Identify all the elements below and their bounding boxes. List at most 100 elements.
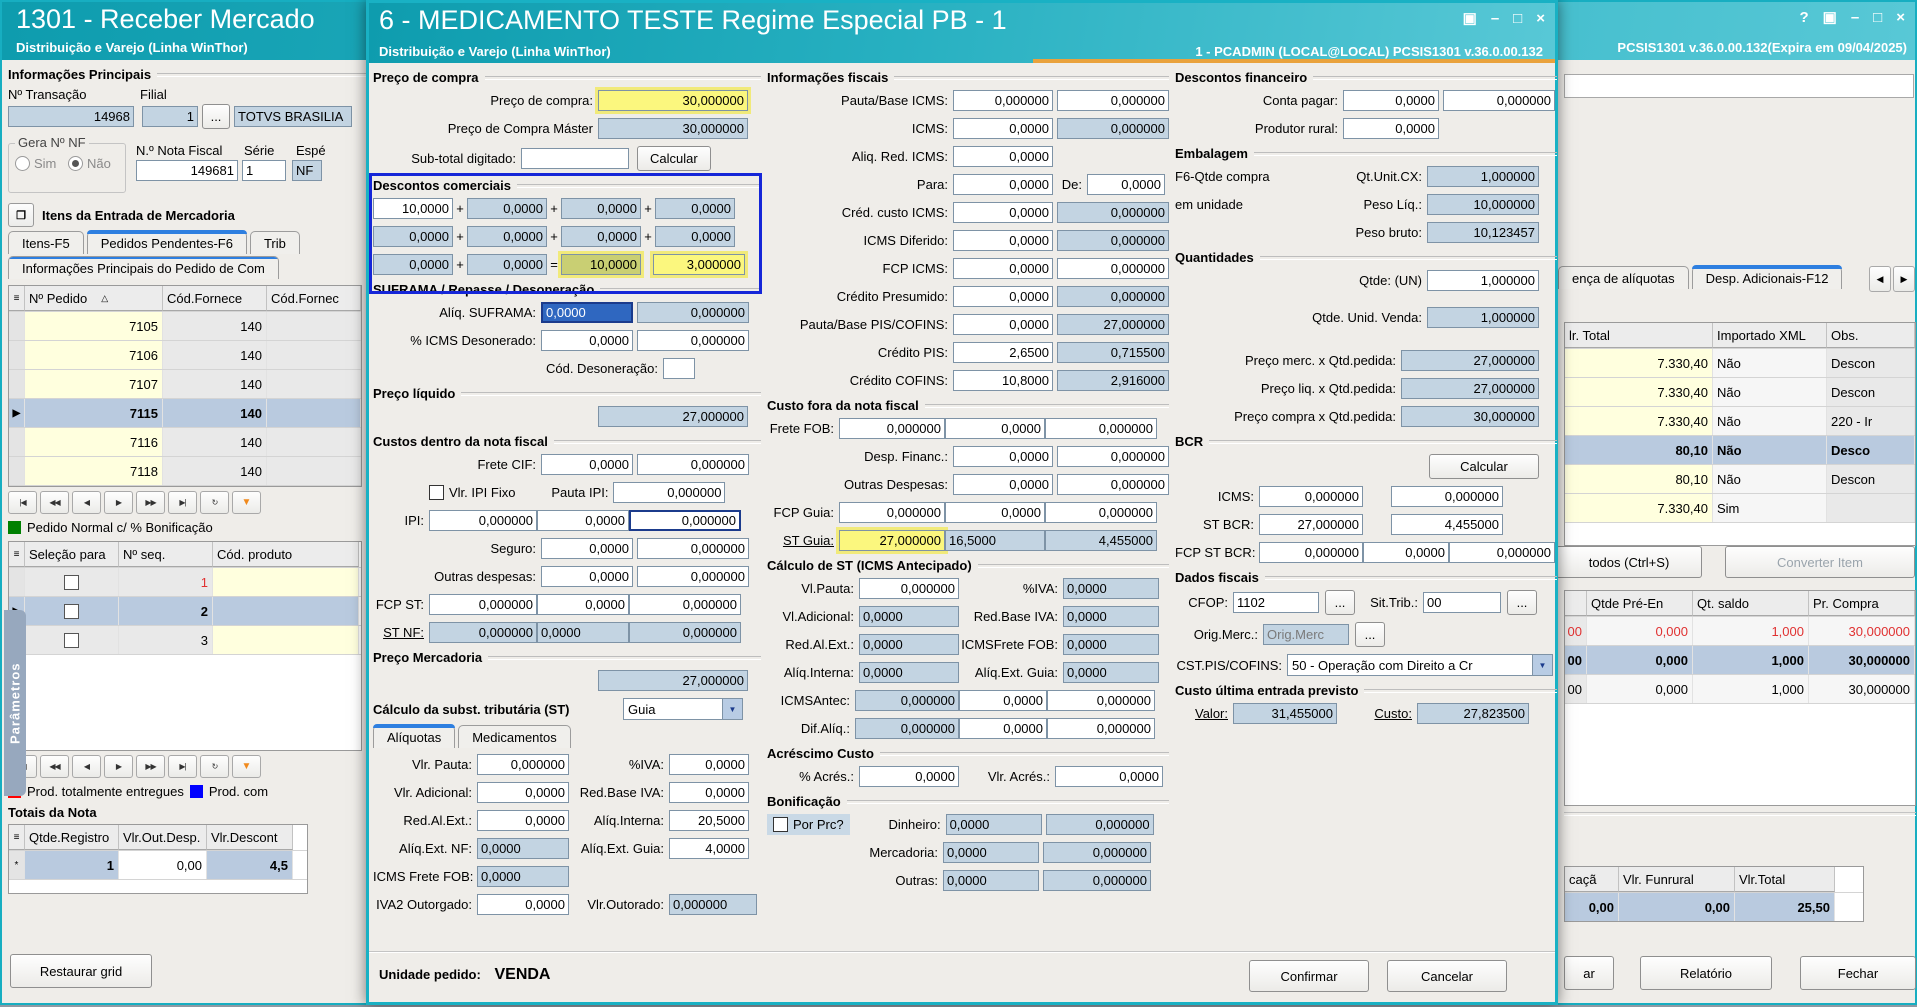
subtab-informacoes-pedido[interactable]: Informações Principais do Pedido de Com: [8, 256, 279, 279]
field[interactable]: 0,000000: [1057, 90, 1169, 111]
field[interactable]: 0,000000: [637, 538, 749, 559]
field[interactable]: 0,0000: [953, 202, 1053, 223]
close-icon[interactable]: ×: [1896, 8, 1905, 26]
tab-tributacao[interactable]: Trib: [249, 231, 300, 254]
field[interactable]: 10,000000: [1427, 194, 1539, 215]
column-header[interactable]: Nº seq.: [119, 542, 213, 567]
field[interactable]: 0,0000: [1063, 578, 1159, 599]
field[interactable]: 16,5000: [945, 530, 1045, 551]
field[interactable]: 27,000000: [1401, 378, 1539, 399]
maximize-icon[interactable]: □: [1873, 8, 1883, 26]
column-header[interactable]: Cód.Fornec: [267, 286, 361, 311]
table-row[interactable]: 7107 140: [9, 370, 361, 399]
next-record-icon[interactable]: ▶: [104, 491, 133, 514]
field[interactable]: 0,0000: [1343, 90, 1439, 111]
st-guia-valor[interactable]: 27,000000: [839, 530, 945, 551]
radio-sim[interactable]: Sim: [15, 156, 56, 171]
field[interactable]: 0,0000: [467, 254, 547, 275]
field[interactable]: 0,0000: [953, 174, 1053, 195]
next-page-icon[interactable]: ▶▶: [136, 491, 165, 514]
field[interactable]: 0,0000: [945, 814, 1042, 835]
desconto-valor[interactable]: 3,000000: [653, 254, 745, 275]
last-record-icon[interactable]: ▶|: [168, 491, 197, 514]
table-row[interactable]: 00 0,000 1,000 30,000000: [1565, 675, 1915, 704]
tab-itens-f5[interactable]: Itens-F5: [8, 231, 84, 254]
field[interactable]: 0,0000: [561, 226, 641, 247]
table-row[interactable]: 0,00 0,00 25,50: [1565, 893, 1863, 921]
field[interactable]: 0,0000: [959, 690, 1047, 711]
field[interactable]: 0,0000: [655, 226, 735, 247]
field[interactable]: 0,0000: [953, 446, 1053, 467]
field[interactable]: 27,000000: [1401, 350, 1539, 371]
field[interactable]: 0,0000: [467, 226, 547, 247]
vlr-ipi-fixo-checkbox[interactable]: Vlr. IPI Fixo: [429, 485, 515, 500]
desconto-1[interactable]: 10,0000: [373, 198, 453, 219]
field[interactable]: 0,000000: [1045, 502, 1157, 523]
transacao-field[interactable]: 14968: [8, 106, 134, 127]
fechar-button[interactable]: Fechar: [1800, 956, 1916, 990]
table-row[interactable]: 7.330,40 Sim: [1565, 494, 1915, 523]
field[interactable]: 0,0000: [1363, 542, 1449, 563]
field[interactable]: 0,0000: [859, 766, 959, 787]
tab-diferenca-aliquotas[interactable]: ença de alíquotas: [1558, 266, 1689, 289]
tab-pedidos-pendentes-f6[interactable]: Pedidos Pendentes-F6: [86, 230, 248, 254]
tab-scroll-right-icon[interactable]: ▶: [1893, 266, 1915, 292]
field[interactable]: 0,0000: [1063, 634, 1159, 655]
tab-medicamentos[interactable]: Medicamentos: [458, 725, 571, 748]
table-row[interactable]: 00 0,000 1,000 30,000000: [1565, 617, 1915, 646]
field[interactable]: 0,715500: [1057, 342, 1169, 363]
column-header[interactable]: Cód. produto: [213, 542, 359, 567]
qtde-un-input[interactable]: 1,000000: [1427, 270, 1539, 291]
field[interactable]: 0,0000: [541, 330, 633, 351]
field[interactable]: 0,0000: [859, 634, 959, 655]
converter-item-button[interactable]: Converter Item: [1725, 546, 1915, 578]
field[interactable]: 27,000000: [1057, 314, 1169, 335]
tab-aliquotas[interactable]: Alíquotas: [373, 724, 456, 748]
field[interactable]: 0,0000: [477, 782, 569, 803]
cfop-input[interactable]: 1102: [1233, 592, 1319, 613]
table-row[interactable]: 7118 140: [9, 457, 361, 486]
table-row[interactable]: 80,10 Não Descon: [1565, 465, 1915, 494]
prior-record-icon[interactable]: ◀: [72, 755, 101, 778]
checkbox-box[interactable]: [429, 485, 444, 500]
field[interactable]: 0,000000: [669, 894, 757, 915]
restaurar-grid-button[interactable]: Restaurar grid: [10, 954, 152, 988]
field[interactable]: 0,000000: [1259, 542, 1363, 563]
refresh-icon[interactable]: ↻: [200, 491, 229, 514]
tab-desp-adicionais-f12[interactable]: Desp. Adicionais-F12: [1691, 265, 1843, 289]
field[interactable]: 0,000000: [1259, 486, 1363, 507]
field[interactable]: 0,000000: [1057, 202, 1169, 223]
help-icon[interactable]: ?: [1799, 8, 1809, 26]
grid-corner-icon[interactable]: ≡: [9, 825, 25, 850]
field[interactable]: 0,0000: [953, 286, 1053, 307]
field[interactable]: 4,455000: [1391, 514, 1503, 535]
field[interactable]: 0,000000: [1043, 842, 1151, 863]
field[interactable]: 0,0000: [373, 254, 453, 275]
calcular-subtotal-button[interactable]: Calcular: [637, 146, 711, 171]
table-row[interactable]: 7.330,40 Não Descon: [1565, 378, 1915, 407]
field[interactable]: 0,000000: [839, 418, 945, 439]
table-row[interactable]: 7.330,40 Não 220 - Ir: [1565, 407, 1915, 436]
column-header[interactable]: Obs.: [1827, 323, 1915, 348]
field[interactable]: 0,000000: [1057, 446, 1169, 467]
marcar-todos-button[interactable]: todos (Ctrl+S): [1556, 546, 1702, 578]
column-header[interactable]: Qtde.Registro: [25, 825, 119, 850]
column-header[interactable]: Seleção para: [25, 542, 119, 567]
field[interactable]: 0,000000: [1045, 418, 1157, 439]
detach-window-icon[interactable]: ❐: [8, 203, 34, 227]
field[interactable]: 0,0000: [945, 418, 1045, 439]
field[interactable]: 1,000000: [1427, 307, 1539, 328]
table-row[interactable]: 7105 140: [9, 312, 361, 341]
field[interactable]: 0,000000: [637, 454, 749, 475]
field[interactable]: 0,0000: [1063, 606, 1159, 627]
field[interactable]: 0,000000: [855, 718, 959, 739]
field[interactable]: 0,000000: [1043, 870, 1151, 891]
por-prc-checkbox[interactable]: Por Prc?: [767, 814, 850, 835]
serie-field[interactable]: 1: [242, 160, 286, 181]
field[interactable]: 0,000000: [1045, 814, 1154, 835]
next-page-icon[interactable]: ▶▶: [136, 755, 165, 778]
table-row[interactable]: ▶2: [9, 597, 361, 626]
field[interactable]: 0,0000: [1063, 662, 1159, 683]
field[interactable]: 0,000000: [1449, 542, 1555, 563]
restore-icon[interactable]: ▣: [1822, 9, 1837, 26]
